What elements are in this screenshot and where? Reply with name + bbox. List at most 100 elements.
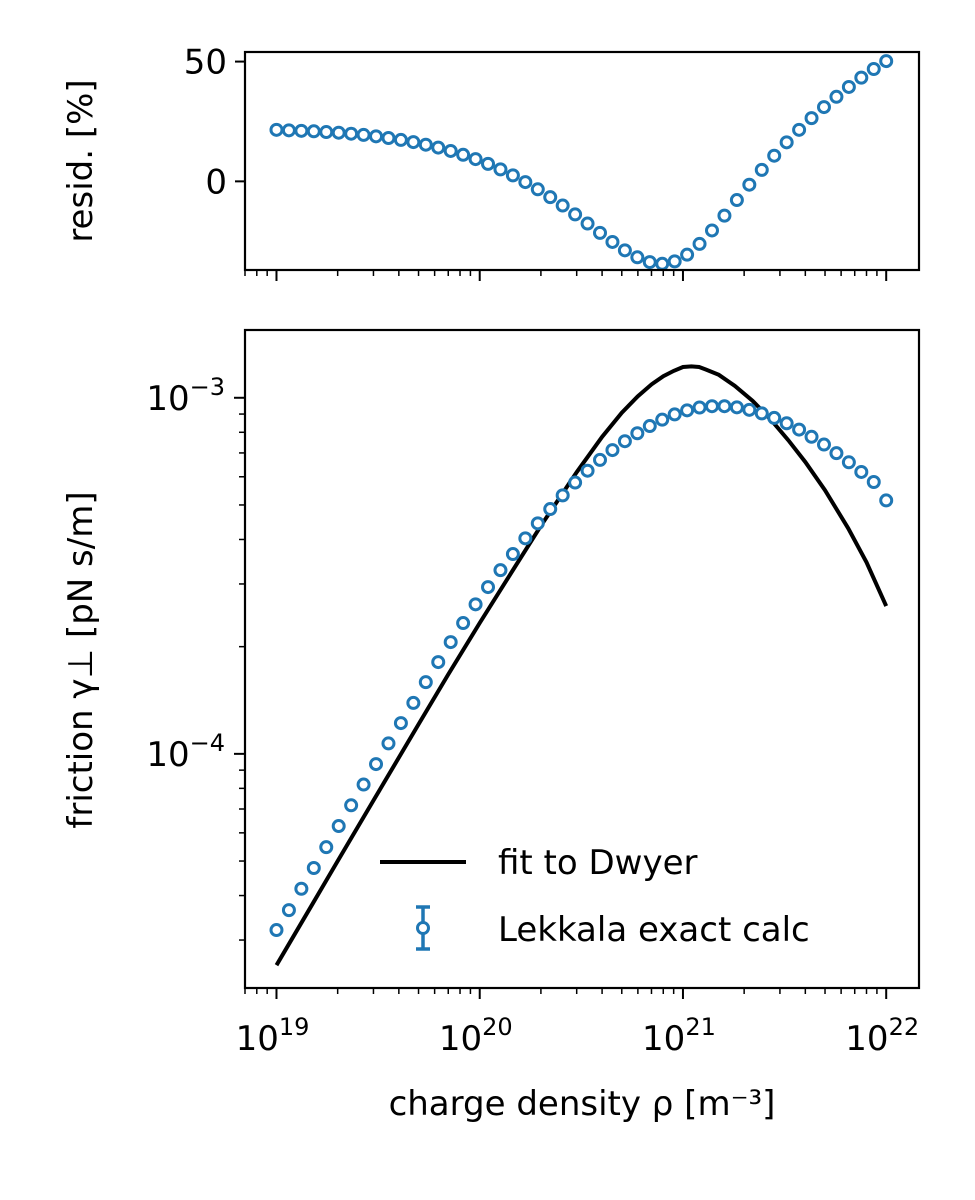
lekkala-point xyxy=(493,563,508,578)
lekkala-point xyxy=(431,655,446,670)
residual-point xyxy=(543,190,558,205)
lekkala-point xyxy=(642,419,657,434)
residual-point xyxy=(879,54,894,69)
residual-point xyxy=(530,182,545,197)
lekkala-point xyxy=(580,463,595,478)
lekkala-point xyxy=(418,675,433,690)
lekkala-point xyxy=(369,757,384,772)
lekkala-point xyxy=(717,399,732,414)
lekkala-point xyxy=(518,531,533,546)
residual-point xyxy=(456,147,471,162)
lekkala-point xyxy=(655,412,670,427)
lekkala-point xyxy=(841,455,856,470)
residual-point xyxy=(704,223,719,238)
residual-point xyxy=(816,100,831,115)
residual-point xyxy=(418,137,433,152)
residual-point xyxy=(692,236,707,251)
lekkala-point xyxy=(617,434,632,449)
residual-point xyxy=(792,122,807,137)
residual-points xyxy=(269,54,894,271)
residual-point xyxy=(680,247,695,262)
residual-point xyxy=(854,70,869,85)
lekkala-point xyxy=(779,416,794,431)
residual-y-tick-label: 50 xyxy=(184,43,227,83)
lekkala-point xyxy=(456,616,471,631)
residual-point xyxy=(518,175,533,190)
lekkala-point xyxy=(866,475,881,490)
residual-point xyxy=(344,126,359,141)
lekkala-point xyxy=(481,580,496,595)
residual-point xyxy=(555,198,570,213)
residual-point xyxy=(593,225,608,240)
lekkala-point xyxy=(680,403,695,418)
main-frame xyxy=(243,328,921,990)
residual-point xyxy=(804,111,819,126)
lekkala-point xyxy=(543,502,558,517)
residual-point xyxy=(605,234,620,249)
lekkala-point xyxy=(393,716,408,731)
lekkala-point xyxy=(306,860,321,875)
residual-y-tick-label: 0 xyxy=(205,162,227,202)
residual-point xyxy=(493,162,508,177)
lekkala-point xyxy=(269,923,284,938)
legend-label-lekkala: Lekkala exact calc xyxy=(498,910,810,950)
residual-point xyxy=(729,193,744,208)
residual-point xyxy=(319,125,334,140)
main-y-tick-label: 10−4 xyxy=(146,729,225,775)
residual-point xyxy=(568,207,583,222)
lekkala-point xyxy=(406,695,421,710)
main-x-axis-label: charge density ρ [m⁻³] xyxy=(389,1084,776,1124)
residual-x-ticks xyxy=(244,270,888,281)
fit-line xyxy=(274,364,889,967)
main-panel: 10−3 10−4 1019 1020 1021 1022 charge density… xyxy=(61,328,921,1124)
lekkala-point xyxy=(829,446,844,461)
lekkala-point xyxy=(555,488,570,503)
lekkala-point xyxy=(792,422,807,437)
residual-point xyxy=(481,156,496,171)
residual-point xyxy=(393,132,408,147)
lekkala-point xyxy=(319,840,334,855)
residual-point xyxy=(331,125,346,140)
residual-point xyxy=(468,152,483,167)
main-y-ticks: 10−3 10−4 xyxy=(146,373,245,941)
residual-point xyxy=(642,255,657,270)
residual-point xyxy=(431,140,446,155)
residual-point xyxy=(580,216,595,231)
legend-marker-errorbar xyxy=(416,905,430,951)
residual-point xyxy=(742,177,757,192)
residual-point xyxy=(306,124,321,139)
main-x-ticks: 1019 1020 1021 1022 xyxy=(236,988,919,1059)
legend-label-fit: fit to Dwyer xyxy=(498,843,698,883)
residual-point xyxy=(443,143,458,158)
lekkala-point xyxy=(468,597,483,612)
residual-point xyxy=(294,123,309,138)
residual-point xyxy=(767,148,782,163)
residual-panel: 50 0 resid. [%] xyxy=(61,43,921,281)
lekkala-point xyxy=(381,736,396,751)
legend: fit to Dwyer Lekkala exact calc xyxy=(380,843,810,951)
residual-point xyxy=(381,131,396,146)
residual-frame xyxy=(243,50,921,272)
lekkala-point xyxy=(804,429,819,444)
main-x-tick-label: 1019 xyxy=(236,1013,310,1059)
residual-point xyxy=(779,135,794,150)
lekkala-point xyxy=(294,881,309,896)
residual-point xyxy=(281,123,296,138)
lekkala-point xyxy=(879,493,894,508)
residual-point xyxy=(866,62,881,77)
residual-point xyxy=(505,168,520,183)
residual-point xyxy=(717,208,732,223)
residual-point xyxy=(841,79,856,94)
lekkala-point xyxy=(568,475,583,490)
residual-point xyxy=(667,254,682,269)
lekkala-point xyxy=(593,452,608,467)
main-x-tick-label: 1022 xyxy=(845,1013,919,1059)
residual-point xyxy=(406,135,421,150)
lekkala-point xyxy=(344,798,359,813)
main-y-tick-label: 10−3 xyxy=(146,373,225,419)
residual-point xyxy=(829,89,844,104)
lekkala-point xyxy=(754,406,769,421)
lekkala-point xyxy=(281,903,296,918)
lekkala-point xyxy=(630,426,645,441)
